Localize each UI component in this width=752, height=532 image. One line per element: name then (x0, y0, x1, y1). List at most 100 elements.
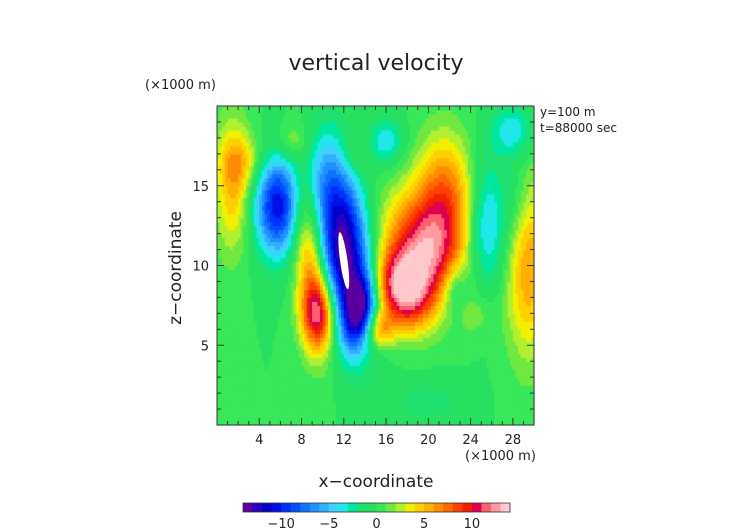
heatmap-cell (222, 169, 226, 175)
heatmap-cell (275, 293, 279, 298)
heatmap-cell (372, 153, 377, 159)
heatmap-cell (322, 341, 326, 346)
heatmap-cell (325, 373, 329, 378)
heatmap-cell (372, 157, 377, 163)
heatmap-cell (293, 333, 297, 338)
heatmap-cell (293, 393, 297, 398)
heatmap-cell (259, 353, 263, 358)
heatmap-cell (232, 345, 237, 350)
heatmap-cell (238, 149, 242, 155)
heatmap-cell (301, 385, 305, 390)
heatmap-cell (335, 185, 340, 191)
heatmap-cell (298, 245, 303, 251)
heatmap-cell (378, 281, 382, 287)
heatmap-cell (269, 173, 274, 179)
heatmap-cell (251, 205, 255, 211)
heatmap-cell (325, 141, 329, 147)
heatmap-cell (346, 313, 350, 318)
heatmap-cell (364, 421, 369, 426)
heatmap-cell (290, 357, 295, 362)
heatmap-cell (312, 409, 316, 414)
heatmap-cell (293, 193, 297, 199)
heatmap-cell (380, 397, 385, 402)
heatmap-cell (298, 285, 303, 291)
heatmap-cell (367, 125, 371, 131)
heatmap-cell (224, 349, 229, 354)
heatmap-cell (251, 241, 255, 247)
heatmap-cell (259, 345, 263, 350)
heatmap-cell (269, 149, 274, 155)
heatmap-cell (304, 357, 308, 362)
heatmap-cell (351, 377, 355, 382)
heatmap-cell (256, 337, 260, 342)
heatmap-cell (359, 313, 363, 318)
heatmap-cell (227, 365, 231, 370)
heatmap-cell (362, 106, 366, 111)
heatmap-cell (333, 421, 337, 426)
heatmap-cell (322, 345, 326, 350)
heatmap-cell (304, 341, 308, 346)
heatmap-cell (290, 393, 295, 398)
heatmap-cell (325, 297, 329, 302)
heatmap-cell (370, 165, 374, 171)
heatmap-cell (248, 173, 252, 179)
heatmap-cell (227, 153, 231, 159)
heatmap-cell (243, 229, 247, 235)
heatmap-cell (375, 309, 379, 314)
heatmap-cell (280, 113, 284, 119)
heatmap-cell (354, 249, 358, 255)
heatmap-cell (272, 241, 276, 247)
heatmap-cell (333, 245, 337, 251)
heatmap-cell (251, 277, 255, 283)
heatmap-cell (224, 221, 229, 227)
heatmap-cell (275, 149, 279, 155)
heatmap-cell (248, 333, 252, 338)
heatmap-cell (301, 313, 305, 318)
heatmap-cell (349, 153, 353, 159)
heatmap-cell (285, 405, 289, 410)
heatmap-cell (330, 121, 334, 127)
heatmap-cell (232, 193, 237, 199)
heatmap-cell (354, 301, 358, 306)
heatmap-cell (275, 229, 279, 235)
heatmap-cell (320, 197, 324, 203)
heatmap-cell (259, 325, 263, 330)
heatmap-cell (240, 317, 245, 322)
heatmap-cell (349, 397, 353, 402)
heatmap-cell (238, 133, 242, 139)
heatmap-cell (232, 129, 237, 135)
heatmap-cell (354, 153, 358, 159)
heatmap-cell (309, 217, 313, 223)
heatmap-cell (351, 333, 355, 338)
heatmap-cell (312, 221, 316, 227)
heatmap-cell (264, 417, 268, 422)
heatmap-cell (312, 341, 316, 346)
heatmap-cell (240, 205, 245, 211)
heatmap-cell (378, 289, 382, 295)
heatmap-cell (251, 401, 255, 406)
heatmap-cell (304, 301, 308, 306)
heatmap-cell (264, 217, 268, 223)
heatmap-cell (333, 285, 337, 291)
heatmap-cell (261, 161, 266, 167)
heatmap-cell (338, 293, 342, 298)
heatmap-cell (246, 125, 250, 131)
heatmap-cell (224, 161, 229, 167)
heatmap-cell (349, 113, 353, 119)
heatmap-cell (317, 245, 321, 251)
heatmap-cell (280, 245, 284, 251)
heatmap-cell (248, 269, 252, 275)
heatmap-cell (309, 345, 313, 350)
heatmap-cell (309, 349, 313, 354)
heatmap-cell (277, 241, 281, 247)
heatmap-cell (333, 361, 337, 366)
heatmap-cell (354, 293, 358, 298)
heatmap-cell (309, 261, 313, 267)
heatmap-cell (301, 221, 305, 227)
heatmap-cell (346, 293, 350, 298)
heatmap-cell (378, 285, 382, 291)
heatmap-cell (349, 301, 353, 306)
heatmap-cell (362, 229, 366, 235)
heatmap-cell (364, 345, 369, 350)
heatmap-cell (288, 397, 292, 402)
